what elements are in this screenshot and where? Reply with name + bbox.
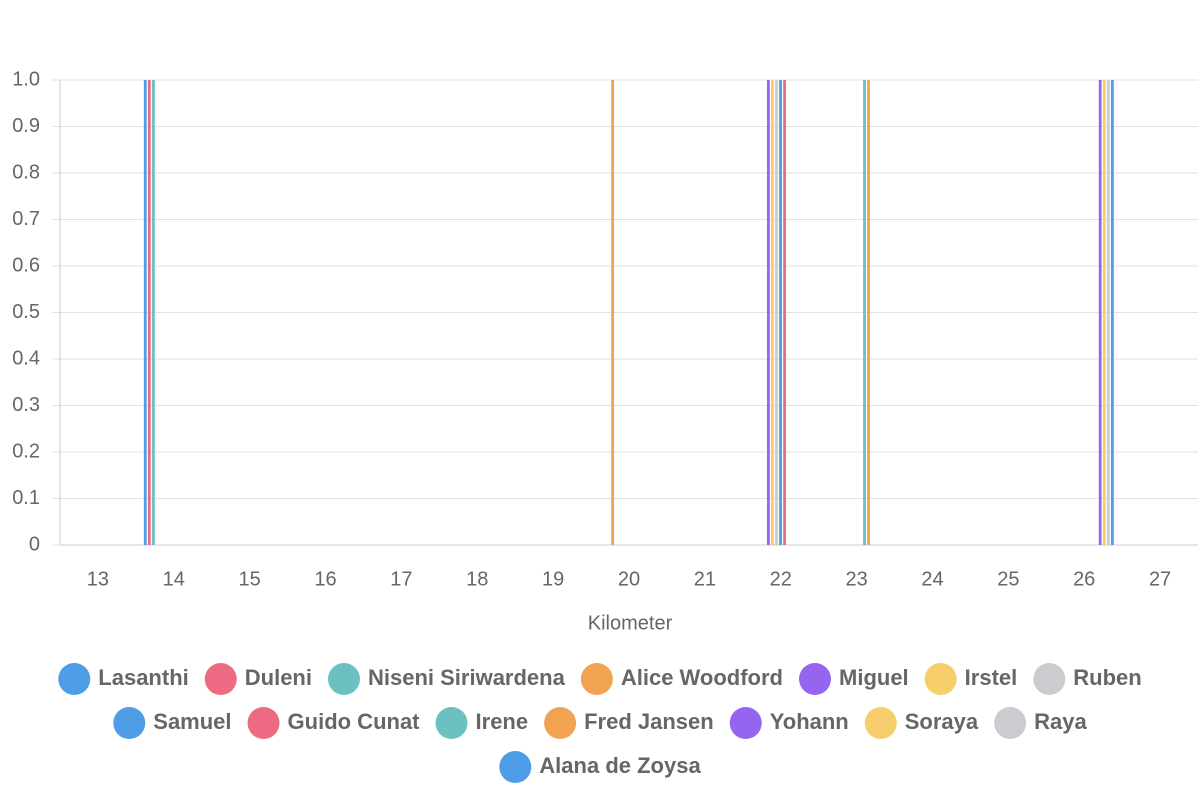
bar: [151, 80, 155, 545]
y-tick-label: 0.8: [12, 161, 40, 183]
legend-marker: [499, 751, 532, 783]
bar: [779, 80, 782, 545]
bar: [147, 80, 151, 545]
legend-marker: [113, 707, 146, 739]
y-tick-label: 0.3: [12, 394, 40, 416]
x-tick-label: 24: [921, 568, 943, 590]
legend-marker: [204, 663, 237, 695]
bar: [766, 80, 770, 545]
legend-marker: [994, 707, 1027, 739]
bar: [867, 80, 870, 545]
legend-label: Duleni: [245, 665, 312, 690]
legend-label: Fred Jansen: [584, 709, 714, 734]
legend-marker: [729, 707, 762, 739]
legend-label: Guido Cunat: [288, 709, 421, 734]
x-tick-label: 20: [618, 568, 640, 590]
legend-label: Irene: [476, 709, 529, 734]
legend-marker: [544, 707, 577, 739]
legend-label: Alice Woodford: [621, 665, 783, 690]
x-tick-label: 18: [466, 568, 488, 590]
legend-marker: [327, 663, 360, 695]
bar: [771, 80, 774, 545]
x-tick-label: 17: [390, 568, 412, 590]
legend-marker: [799, 663, 831, 695]
y-tick-label: 0.4: [12, 347, 40, 369]
bar: [1110, 80, 1114, 545]
x-tick-label: 25: [997, 568, 1019, 590]
legend-marker: [580, 663, 613, 695]
y-tick-label: 0.7: [12, 208, 40, 230]
x-tick-label: 16: [314, 568, 336, 590]
y-tick-label: 0.6: [12, 254, 40, 276]
x-tick-label: 19: [542, 568, 564, 590]
y-tick-label: 0.2: [12, 440, 40, 462]
legend-label: Ruben: [1073, 665, 1141, 690]
y-tick-label: 1.0: [12, 68, 40, 90]
legend-marker: [1033, 663, 1066, 695]
legend-marker: [435, 707, 468, 739]
legend-label: Samuel: [153, 709, 231, 734]
x-axis-title: Kilometer: [588, 612, 673, 634]
bar: [143, 80, 147, 545]
x-tick-label: 22: [770, 568, 792, 590]
legend-marker: [58, 663, 91, 695]
legend-label: Raya: [1034, 709, 1087, 734]
x-tick-label: 21: [694, 568, 716, 590]
legend-label: Niseni Siriwardena: [368, 665, 566, 690]
bar: [1102, 80, 1106, 545]
x-tick-label: 15: [239, 568, 261, 590]
bar: [1098, 80, 1102, 545]
x-tick-label: 14: [163, 568, 185, 590]
y-tick-label: 0.1: [12, 487, 40, 509]
x-tick-label: 23: [845, 568, 867, 590]
bar: [611, 80, 615, 545]
legend-marker: [924, 663, 957, 695]
y-tick-label: 0.9: [12, 115, 40, 137]
legend-label: Irstel: [965, 665, 1018, 690]
legend-label: Lasanthi: [98, 665, 188, 690]
legend-label: Soraya: [905, 709, 979, 734]
legend-label: Miguel: [839, 665, 909, 690]
bar: [1106, 80, 1110, 545]
legend-marker: [247, 707, 280, 739]
legend-label: Alana de Zoysa: [539, 753, 701, 778]
bar: [775, 80, 778, 545]
legend-marker: [864, 707, 897, 739]
y-tick-label: 0: [29, 533, 40, 555]
bar: [783, 80, 786, 545]
y-tick-label: 0.5: [12, 301, 40, 323]
bar: [863, 80, 866, 545]
x-tick-label: 27: [1149, 568, 1171, 590]
legend-label: Yohann: [770, 709, 849, 734]
x-tick-label: 13: [87, 568, 109, 590]
x-tick-label: 26: [1073, 568, 1095, 590]
